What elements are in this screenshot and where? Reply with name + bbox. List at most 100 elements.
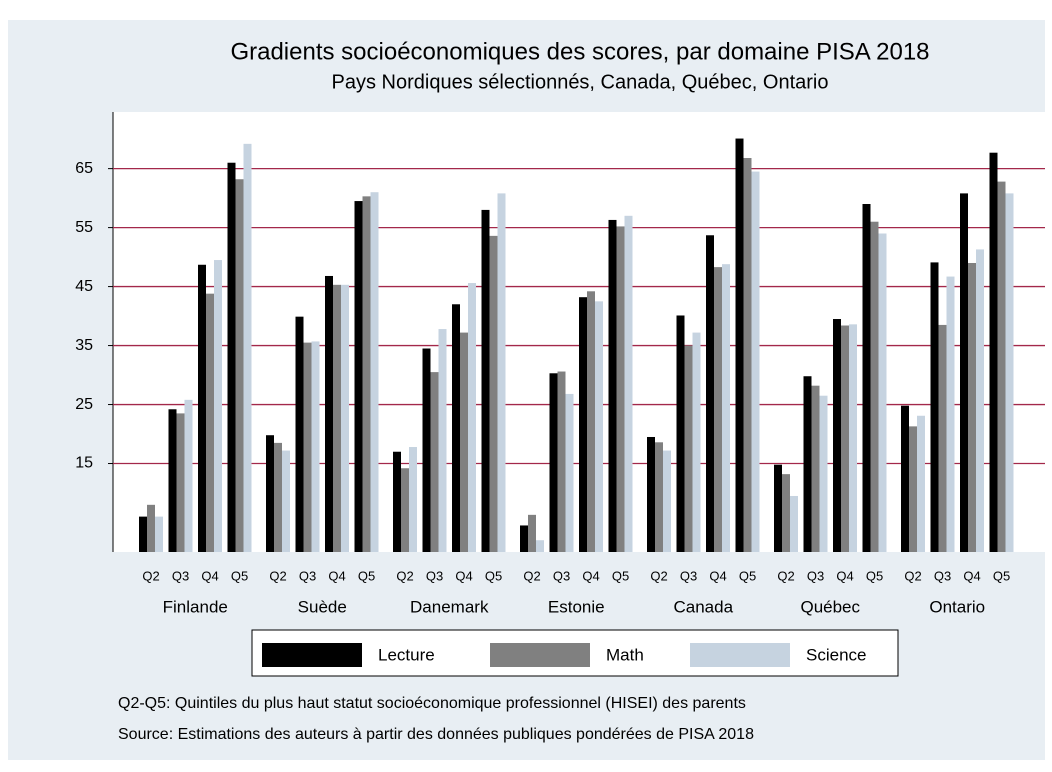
bar [819,395,828,552]
bar [706,235,714,552]
x-tick-label: Q4 [201,568,218,583]
bar [520,525,528,552]
bar [325,275,333,552]
x-tick-label: Q4 [709,568,726,583]
bar [497,193,506,552]
bar [139,516,147,552]
bar [901,405,909,552]
bar [235,179,244,553]
bar [878,233,887,552]
x-tick-label: Q3 [172,568,189,583]
x-tick-label: Q4 [963,568,980,583]
x-tick-label: Q3 [299,568,316,583]
bar [714,267,722,552]
y-tick-label: 15 [75,455,93,472]
x-tick-label: Q4 [455,568,472,583]
bar [870,221,879,553]
bar [303,342,312,552]
group-label: Québec [800,597,860,616]
y-tick-label: 45 [75,278,93,295]
y-tick-label: 55 [75,219,93,236]
bar [282,450,290,552]
bar [803,376,812,552]
group-label: Suède [298,597,347,616]
bar [930,262,939,552]
bar [862,204,871,552]
bar [333,284,341,552]
bar [409,447,417,552]
bar [362,196,371,552]
bar [243,143,252,553]
bar [184,399,193,552]
bar [1005,193,1014,552]
legend-swatch [690,643,790,667]
bar [481,209,490,552]
x-tick-label: Q2 [777,568,794,583]
bar [841,325,849,552]
bar [489,235,498,552]
bar [608,219,617,552]
bar [684,345,693,552]
bar [946,276,955,552]
bar [743,158,752,552]
chart-subtitle: Pays Nordiques sélectionnés, Canada, Qué… [332,71,829,93]
bar [565,393,574,552]
x-tick-label: Q5 [739,568,756,583]
bar [227,162,236,552]
group-label: Finlande [163,597,228,616]
bar [155,516,163,552]
bar [422,348,431,552]
bar [790,495,798,552]
x-tick-label: Q4 [328,568,345,583]
y-tick-label: 65 [75,160,93,177]
bar [274,442,282,552]
bar [849,324,857,552]
chart-title: Gradients socioéconomiques des scores, p… [230,38,929,65]
bar [393,451,401,552]
legend-label: Math [606,645,644,664]
bar [198,264,206,552]
legend-swatch [262,643,362,667]
bar [968,262,976,552]
bar [616,226,625,553]
x-tick-label: Q5 [866,568,883,583]
bar [595,301,603,552]
x-tick-label: Q4 [836,568,853,583]
bar [663,450,671,552]
bar [295,316,304,552]
bar [468,283,476,552]
bar [147,504,155,552]
group-label: Canada [673,597,733,616]
bar [989,152,998,552]
bar [354,201,363,553]
legend-label: Science [806,645,866,664]
x-tick-label: Q2 [396,568,413,583]
x-tick-label: Q3 [553,568,570,583]
bar [938,324,947,552]
x-tick-label: Q2 [904,568,921,583]
x-tick-label: Q3 [934,568,951,583]
x-tick-label: Q5 [231,568,248,583]
x-tick-label: Q2 [650,568,667,583]
note: Source: Estimations des auteurs à partir… [118,726,754,743]
y-tick-label: 35 [75,337,93,354]
bar [811,385,820,552]
bar [782,474,790,552]
x-tick-label: Q3 [807,568,824,583]
bar [168,409,177,552]
y-tick-label: 25 [75,396,93,413]
bar [751,171,760,552]
bar [536,540,544,552]
x-tick-label: Q2 [142,568,159,583]
group-label: Ontario [929,597,985,616]
bar [647,436,655,552]
bar [960,193,968,552]
bar [997,181,1006,553]
bar [528,514,536,552]
x-tick-label: Q4 [582,568,599,583]
legend-label: Lecture [378,645,435,664]
legend-swatch [490,643,590,667]
bar [976,249,984,552]
